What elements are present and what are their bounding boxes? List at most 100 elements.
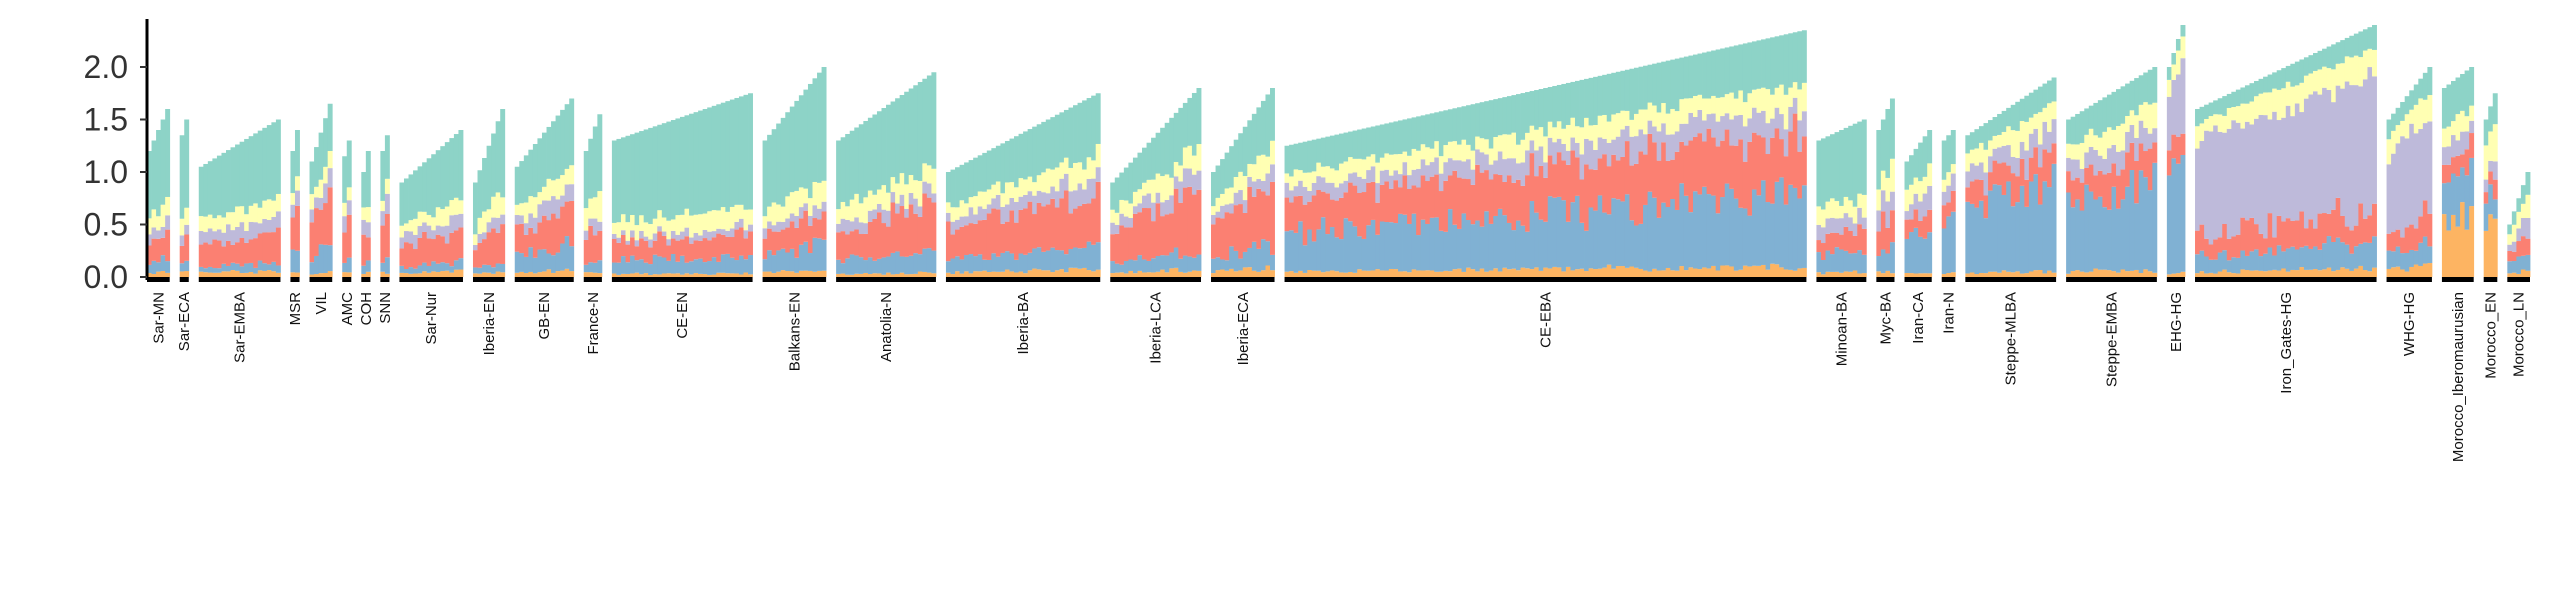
bar-segment (2267, 92, 2273, 120)
bar-segment (248, 222, 254, 240)
bar-segment (771, 231, 777, 256)
bar (384, 135, 390, 277)
bar-segment (1119, 213, 1125, 226)
bar-segment (836, 209, 842, 224)
bar-segment (160, 237, 166, 256)
bar-segment (592, 262, 598, 273)
bar-segment (453, 214, 459, 231)
bar-segment (1688, 112, 1694, 141)
bar-segment (836, 273, 842, 277)
bar-segment (1270, 164, 1275, 182)
bar-segment (417, 237, 423, 266)
bar-segment (2106, 148, 2112, 173)
bar-segment (1801, 82, 1807, 112)
bar-segment (1027, 201, 1033, 253)
bar-segment (1233, 250, 1239, 272)
bar-segment (2235, 89, 2241, 107)
bar-segment (413, 273, 418, 277)
bar-segment (803, 89, 809, 189)
bar-segment (2303, 269, 2309, 277)
bar (1429, 113, 1435, 277)
bar (1702, 52, 1707, 277)
bar-segment (1584, 271, 1589, 277)
bar-segment (1164, 272, 1170, 277)
bar-segment (1525, 92, 1531, 133)
bar-segment (1325, 182, 1331, 194)
bar (1059, 112, 1065, 277)
bar-segment (2116, 208, 2121, 273)
bar-segment (1861, 273, 1867, 277)
bar-segment (1343, 272, 1349, 277)
bar-segment (720, 272, 726, 277)
bar-segment (314, 197, 320, 209)
bar-segment (886, 104, 891, 193)
bar (2249, 83, 2255, 277)
bar (482, 158, 487, 277)
bar-segment (1488, 270, 1494, 277)
bar-segment (2276, 89, 2282, 121)
bar-segment (1484, 101, 1490, 140)
bar-segment (2422, 123, 2428, 201)
bar-segment (895, 183, 901, 204)
bar (2455, 77, 2461, 277)
bar-segment (482, 232, 487, 240)
bar-segment (482, 264, 487, 273)
bar-segment (780, 221, 786, 230)
bar-segment (964, 216, 970, 226)
bar-segment (1488, 223, 1494, 271)
bar-segment (1579, 79, 1585, 128)
bar-segment (1638, 66, 1644, 110)
bar-segment (734, 260, 740, 274)
bar-segment (1393, 154, 1399, 171)
bar-segment (1447, 209, 1453, 272)
bar-segment (1611, 268, 1617, 277)
bar-segment (1588, 77, 1594, 126)
bar-segment (1543, 267, 1549, 277)
bar-segment (1683, 145, 1689, 196)
bar-segment (1155, 271, 1161, 277)
bar-segment (1155, 203, 1161, 257)
bar-segment (2033, 128, 2039, 148)
bar-segment (2019, 98, 2025, 122)
bar-segment (1969, 149, 1975, 164)
bar-segment (670, 273, 676, 277)
bar (945, 172, 951, 277)
bar-segment (1142, 147, 1147, 183)
bar-segment (2125, 131, 2131, 153)
bar-segment (1611, 114, 1617, 140)
bar-segment (365, 207, 371, 223)
bar-segment (840, 231, 846, 264)
bar-segment (1475, 103, 1481, 137)
bar-segment (384, 135, 390, 179)
bar-segment (1173, 247, 1179, 268)
bar (849, 130, 855, 277)
bar-segment (147, 234, 152, 246)
bar-segment (1095, 167, 1101, 182)
group-baseline (361, 277, 371, 282)
bar-segment (1729, 145, 1735, 189)
bar-segment (491, 267, 497, 274)
bar-segment (294, 176, 300, 191)
bar-segment (2349, 35, 2355, 58)
bar-segment (2294, 85, 2300, 104)
bar (1461, 106, 1467, 277)
bar (555, 115, 561, 277)
bar (2010, 104, 2016, 277)
bar (449, 138, 455, 277)
bar-segment (1792, 113, 1798, 188)
bar-segment (1579, 222, 1585, 269)
bar (836, 140, 842, 277)
bar-segment (876, 111, 882, 190)
bar-segment (417, 211, 423, 227)
bar-segment (725, 101, 731, 212)
bar-segment (748, 255, 753, 275)
bar-segment (2208, 272, 2214, 277)
bar-segment (657, 231, 663, 257)
bar-segment (2409, 224, 2415, 250)
bar (2120, 86, 2126, 277)
bar-segment (1552, 197, 1558, 267)
bar (2166, 67, 2172, 277)
bar-segment (323, 272, 329, 277)
bar-segment (1770, 37, 1776, 95)
bar-segment (1242, 200, 1248, 213)
